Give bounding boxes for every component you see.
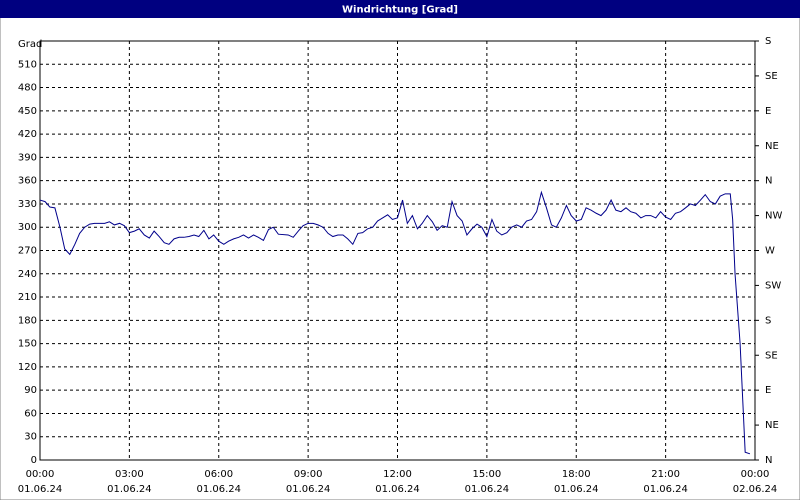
x-tick-label: 01.06.24 [554, 484, 599, 495]
y-tick-label: 60 [24, 408, 37, 419]
x-tick-label: 01.06.24 [465, 484, 510, 495]
x-tick-label: 01.06.24 [643, 484, 688, 495]
y2-tick-label: S [765, 315, 771, 326]
y2-tick-label: SE [765, 350, 778, 361]
y2-tick-label: NE [765, 141, 779, 152]
x-tick-label: 03:00 [115, 469, 144, 480]
y-tick-label: 420 [18, 129, 37, 140]
y-tick-label: 150 [18, 339, 37, 350]
y-tick-label: 480 [18, 83, 37, 94]
y2-tick-label: NE [765, 420, 779, 431]
x-tick-label: 01.06.24 [107, 484, 152, 495]
x-tick-label: 01.06.24 [286, 484, 331, 495]
y-tick-label: 450 [18, 106, 37, 117]
x-tick-label: 00:00 [741, 469, 770, 480]
y-tick-label: 120 [18, 362, 37, 373]
x-tick-label: 09:00 [294, 469, 323, 480]
y-tick-label: 90 [24, 385, 37, 396]
y2-tick-label: E [765, 106, 771, 117]
y2-tick-label: W [765, 246, 775, 257]
chart-title: Windrichtung [Grad] [342, 5, 458, 16]
y-tick-label: 510 [18, 59, 37, 70]
y-tick-label: 0 [31, 455, 37, 466]
x-tick-label: 01.06.24 [375, 484, 420, 495]
y-tick-label: 180 [18, 315, 37, 326]
y2-tick-label: S [765, 36, 771, 47]
x-tick-label: 02.06.24 [733, 484, 778, 495]
y-tick-label: 270 [18, 246, 37, 257]
x-tick-label: 18:00 [562, 469, 591, 480]
y2-tick-label: SW [765, 280, 781, 291]
y-tick-label: 390 [18, 152, 37, 163]
y2-tick-label: N [765, 455, 772, 466]
x-tick-label: 15:00 [472, 469, 501, 480]
x-tick-label: 00:00 [26, 469, 55, 480]
y-axis-label: Grad [18, 39, 42, 50]
x-tick-label: 01.06.24 [18, 484, 63, 495]
x-tick-label: 21:00 [651, 469, 680, 480]
y-tick-label: 300 [18, 222, 37, 233]
title-bar [0, 0, 800, 18]
y-tick-label: 240 [18, 269, 37, 280]
x-tick-label: 06:00 [204, 469, 233, 480]
data-line [39, 190, 751, 455]
y2-tick-label: SE [765, 71, 778, 82]
y2-tick-label: N [765, 176, 772, 187]
y-tick-label: 30 [24, 432, 37, 443]
y2-tick-label: E [765, 385, 771, 396]
x-tick-label: 12:00 [383, 469, 412, 480]
x-tick-label: 01.06.24 [196, 484, 241, 495]
y-tick-label: 330 [18, 199, 37, 210]
y-tick-label: 210 [18, 292, 37, 303]
y-tick-label: 360 [18, 176, 37, 187]
y2-tick-label: NW [765, 211, 782, 222]
